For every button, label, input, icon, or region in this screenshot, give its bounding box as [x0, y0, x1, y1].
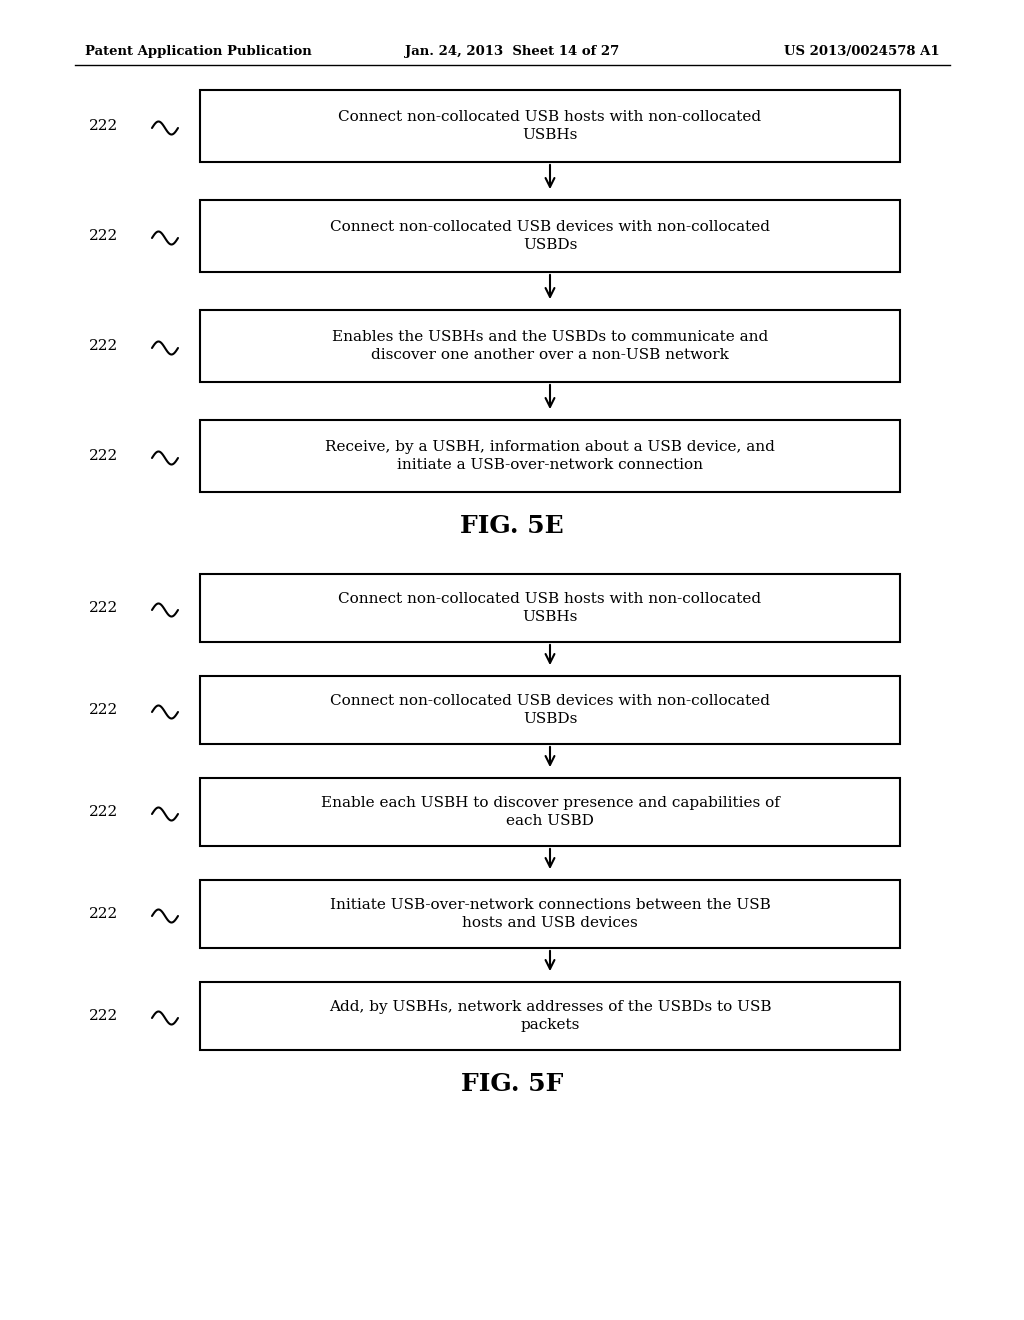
- Text: 222: 222: [89, 704, 118, 717]
- Text: Connect non-collocated USB devices with non-collocated
USBDs: Connect non-collocated USB devices with …: [330, 220, 770, 252]
- Text: 222: 222: [89, 805, 118, 818]
- Text: Add, by USBHs, network addresses of the USBDs to USB
packets: Add, by USBHs, network addresses of the …: [329, 999, 771, 1032]
- Bar: [200, 90, 900, 162]
- Text: US 2013/0024578 A1: US 2013/0024578 A1: [784, 45, 940, 58]
- Bar: [200, 310, 900, 381]
- Text: 222: 222: [89, 339, 118, 352]
- Text: 222: 222: [89, 449, 118, 463]
- Bar: [200, 201, 900, 272]
- Text: Connect non-collocated USB hosts with non-collocated
USBHs: Connect non-collocated USB hosts with no…: [339, 591, 762, 624]
- Bar: [200, 982, 900, 1049]
- Text: 222: 222: [89, 601, 118, 615]
- Text: Enables the USBHs and the USBDs to communicate and
discover one another over a n: Enables the USBHs and the USBDs to commu…: [332, 330, 768, 362]
- Text: Connect non-collocated USB devices with non-collocated
USBDs: Connect non-collocated USB devices with …: [330, 694, 770, 726]
- Bar: [200, 777, 900, 846]
- Bar: [200, 880, 900, 948]
- Bar: [200, 676, 900, 744]
- Text: 222: 222: [89, 119, 118, 133]
- Text: Enable each USBH to discover presence and capabilities of
each USBD: Enable each USBH to discover presence an…: [321, 796, 779, 828]
- Text: Jan. 24, 2013  Sheet 14 of 27: Jan. 24, 2013 Sheet 14 of 27: [404, 45, 620, 58]
- Text: 222: 222: [89, 1008, 118, 1023]
- Text: Initiate USB-over-network connections between the USB
hosts and USB devices: Initiate USB-over-network connections be…: [330, 898, 770, 931]
- Text: Patent Application Publication: Patent Application Publication: [85, 45, 311, 58]
- Text: FIG. 5E: FIG. 5E: [460, 513, 564, 539]
- Bar: [200, 420, 900, 492]
- Text: Connect non-collocated USB hosts with non-collocated
USBHs: Connect non-collocated USB hosts with no…: [339, 110, 762, 143]
- Text: FIG. 5F: FIG. 5F: [461, 1072, 563, 1096]
- Text: 222: 222: [89, 228, 118, 243]
- Bar: [200, 574, 900, 642]
- Text: Receive, by a USBH, information about a USB device, and
initiate a USB-over-netw: Receive, by a USBH, information about a …: [325, 440, 775, 473]
- Text: 222: 222: [89, 907, 118, 921]
